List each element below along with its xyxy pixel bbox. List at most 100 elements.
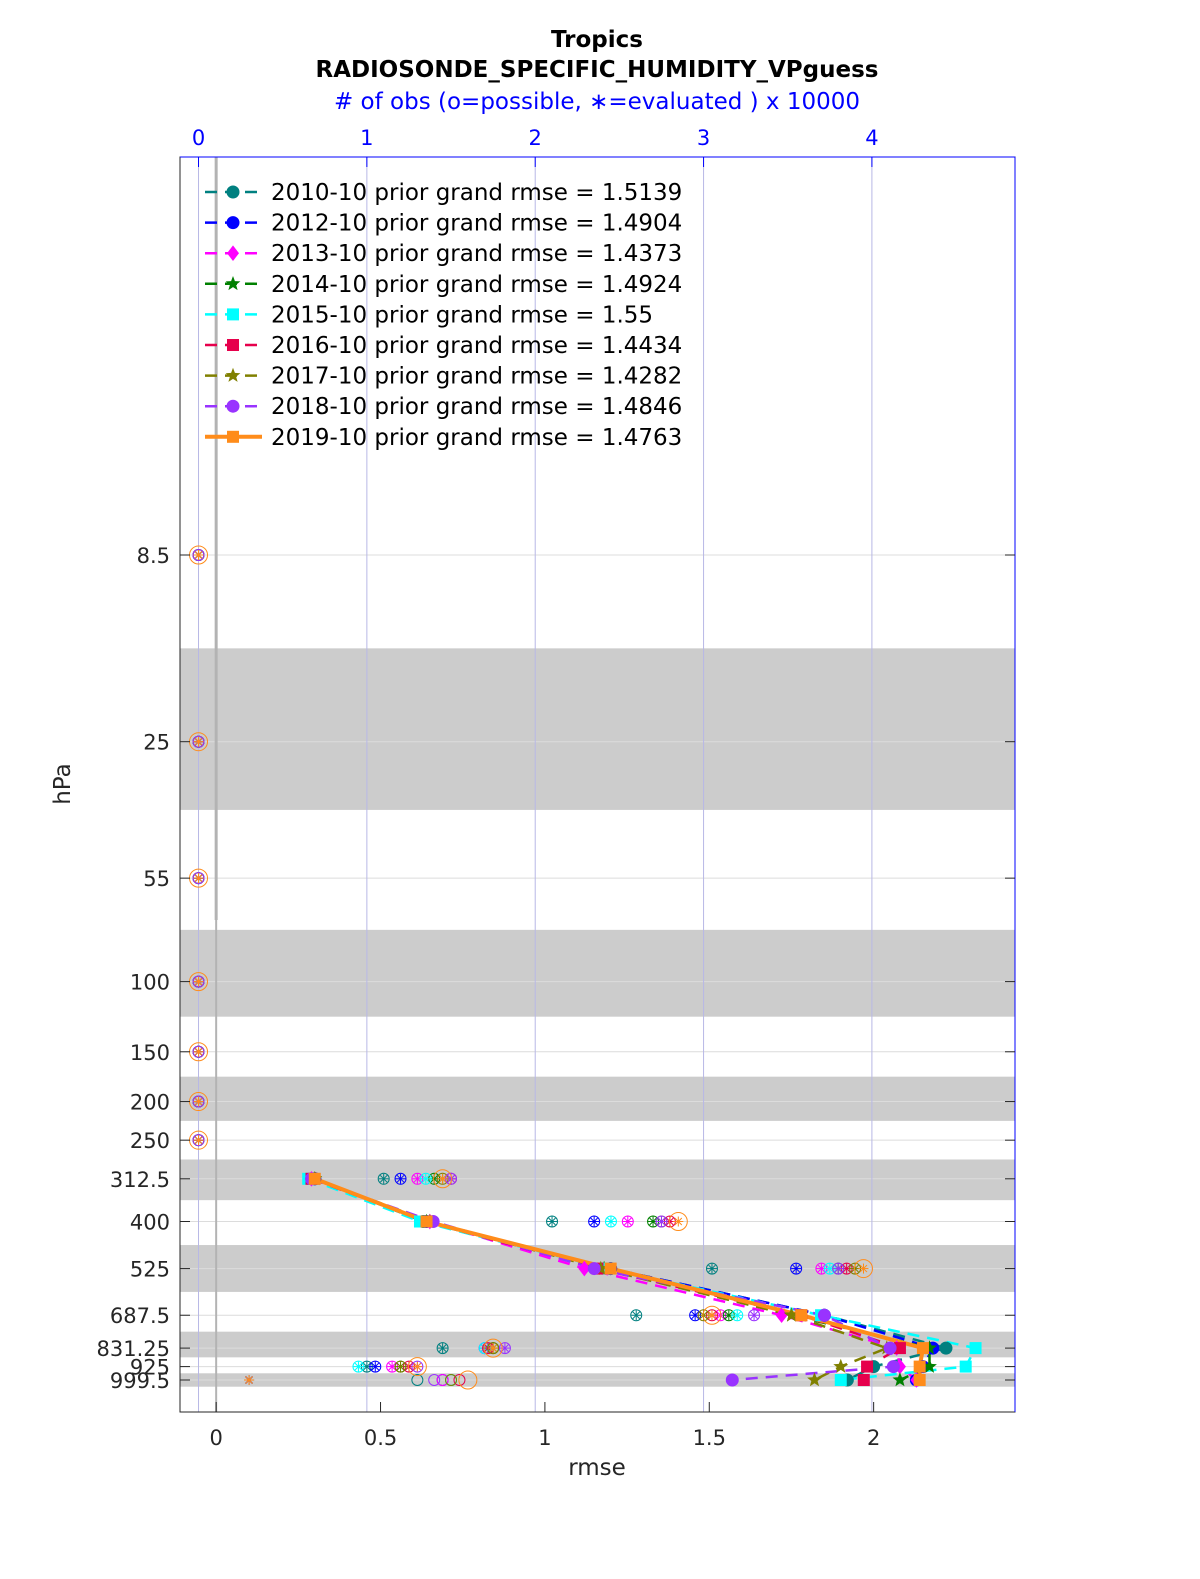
data-point xyxy=(892,1372,908,1387)
obs-evaluated-marker xyxy=(193,1046,204,1057)
obs-evaluated-marker xyxy=(353,1361,364,1372)
y-tick-label: 100 xyxy=(130,971,170,995)
obs-evaluated-marker xyxy=(732,1310,743,1321)
obs-possible-marker xyxy=(352,1360,365,1373)
data-point xyxy=(916,1342,929,1355)
obs-possible-marker xyxy=(621,1215,634,1228)
obs-possible-marker xyxy=(458,1370,478,1390)
y-tick-label: 687.5 xyxy=(110,1304,170,1328)
obs-evaluated-marker xyxy=(605,1216,616,1227)
data-point xyxy=(587,1262,601,1276)
legend-marker xyxy=(227,308,239,321)
data-point xyxy=(795,1309,808,1322)
level-band xyxy=(180,1076,1015,1121)
level-band xyxy=(180,648,1015,810)
legend-label: 2019-10 prior grand rmse = 1.4763 xyxy=(271,425,682,451)
obs-evaluated-marker xyxy=(387,1361,398,1372)
obs-possible-marker xyxy=(411,1360,424,1373)
legend-marker xyxy=(227,339,239,351)
legend-marker xyxy=(225,276,241,291)
data-point xyxy=(725,1373,739,1387)
y-tick-label: 150 xyxy=(130,1041,170,1065)
x-tick-label: 2 xyxy=(867,1426,880,1450)
obs-evaluated-marker xyxy=(589,1216,600,1227)
x-axis-label: rmse xyxy=(568,1455,626,1481)
data-point xyxy=(308,1172,321,1185)
top-tick-label: 0 xyxy=(192,126,205,150)
obs-evaluated-marker xyxy=(656,1216,667,1227)
data-point xyxy=(420,1215,433,1228)
obs-evaluated-marker xyxy=(690,1310,701,1321)
obs-possible-marker xyxy=(192,1045,205,1058)
obs-possible-marker xyxy=(433,1169,453,1189)
obs-evaluated-marker xyxy=(193,873,204,884)
obs-evaluated-marker xyxy=(706,1263,717,1274)
obs-evaluated-marker xyxy=(193,976,204,987)
top-tick-label: 4 xyxy=(865,126,878,150)
legend-label: 2018-10 prior grand rmse = 1.4846 xyxy=(271,394,682,420)
legend-label: 2016-10 prior grand rmse = 1.4434 xyxy=(271,333,682,359)
legend-label: 2015-10 prior grand rmse = 1.55 xyxy=(271,302,653,328)
top-tick-label: 3 xyxy=(697,126,710,150)
obs-possible-marker xyxy=(702,1305,722,1325)
legend-marker xyxy=(226,216,240,230)
obs-possible-marker xyxy=(192,872,205,885)
obs-possible-marker xyxy=(546,1215,559,1228)
obs-possible-marker xyxy=(411,1374,424,1386)
obs-possible-marker xyxy=(192,735,205,748)
data-point xyxy=(939,1341,953,1355)
obs-evaluated-marker xyxy=(193,550,204,560)
legend-marker xyxy=(227,245,239,261)
obs-evaluated-marker xyxy=(193,1135,204,1146)
legend-marker xyxy=(225,367,241,382)
y-axis-label: hPa xyxy=(50,763,76,805)
y-tick-label: 312.5 xyxy=(110,1168,170,1192)
legend-marker xyxy=(226,399,240,413)
obs-possible-marker xyxy=(192,549,205,561)
data-point xyxy=(883,1341,897,1355)
data-point xyxy=(593,1260,609,1275)
data-point xyxy=(913,1374,926,1386)
obs-evaluated-marker xyxy=(749,1310,760,1321)
y-tick-label: 400 xyxy=(130,1211,170,1235)
y-tick-label: 8.5 xyxy=(137,544,170,568)
obs-possible-marker xyxy=(731,1309,744,1322)
obs-possible-marker xyxy=(407,1357,427,1377)
obs-possible-marker xyxy=(394,1172,407,1185)
obs-evaluated-marker xyxy=(706,1310,717,1321)
legend-label: 2012-10 prior grand rmse = 1.4904 xyxy=(271,211,682,237)
data-point xyxy=(578,1260,591,1277)
legend-label: 2014-10 prior grand rmse = 1.4924 xyxy=(271,272,682,298)
data-point xyxy=(913,1360,926,1373)
legend: 2010-10 prior grand rmse = 1.5139 2012-10… xyxy=(205,180,682,451)
y-tick-label: 525 xyxy=(130,1258,170,1282)
obs-evaluated-marker xyxy=(547,1216,558,1227)
obs-evaluated-marker xyxy=(673,1216,684,1227)
top-tick-label: 2 xyxy=(529,126,542,150)
obs-possible-marker xyxy=(483,1338,503,1358)
x-tick-label: 1 xyxy=(538,1426,551,1450)
obs-evaluated-marker xyxy=(437,1173,448,1184)
data-point xyxy=(857,1374,870,1386)
obs-possible-marker xyxy=(377,1172,390,1185)
legend-label: 2010-10 prior grand rmse = 1.5139 xyxy=(271,180,682,206)
data-point xyxy=(817,1308,831,1322)
obs-possible-marker xyxy=(394,1360,407,1373)
obs-evaluated-marker xyxy=(193,1096,204,1107)
obs-evaluated-marker xyxy=(622,1216,633,1227)
obs-possible-marker xyxy=(445,1374,458,1386)
data-point xyxy=(833,1358,849,1373)
obs-evaluated-marker xyxy=(244,1375,255,1385)
obs-possible-marker xyxy=(604,1215,617,1228)
data-point xyxy=(861,1360,874,1373)
legend-label: 2017-10 prior grand rmse = 1.4282 xyxy=(271,364,682,390)
obs-evaluated-marker xyxy=(395,1361,406,1372)
obs-evaluated-marker xyxy=(499,1343,510,1354)
obs-possible-marker xyxy=(192,1134,205,1147)
obs-possible-marker xyxy=(832,1262,845,1275)
obs-possible-marker xyxy=(748,1309,761,1322)
y-tick-label: 200 xyxy=(130,1091,170,1115)
obs-evaluated-marker xyxy=(378,1173,389,1184)
